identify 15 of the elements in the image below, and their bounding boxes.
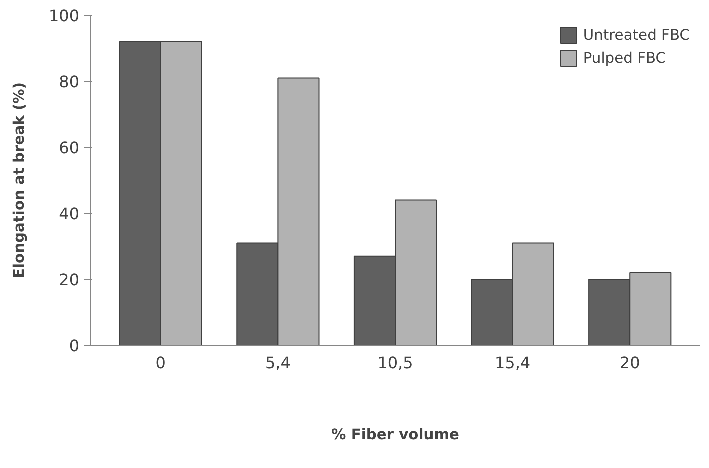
x-tick-label: 20 bbox=[620, 354, 640, 372]
y-tick-label: 100 bbox=[48, 6, 80, 26]
x-tick-label: 5,4 bbox=[265, 354, 291, 372]
legend-label: Pulped FBC bbox=[583, 50, 666, 66]
y-tick-label: 40 bbox=[59, 204, 80, 224]
x-tick-label: 10,5 bbox=[378, 354, 414, 372]
y-tick-label: 60 bbox=[59, 138, 80, 158]
y-axis-title: Elongation at break (%) bbox=[10, 82, 28, 279]
legend-label: Untreated FBC bbox=[583, 26, 690, 44]
y-tick-label: 20 bbox=[59, 270, 80, 290]
y-tick-label: 80 bbox=[59, 72, 80, 92]
x-tick-label: 15,4 bbox=[494, 354, 531, 372]
x-tick-label: 0 bbox=[156, 354, 166, 372]
x-axis-title: % Fiber volume bbox=[332, 426, 460, 444]
y-tick-label: 0 bbox=[69, 336, 80, 356]
